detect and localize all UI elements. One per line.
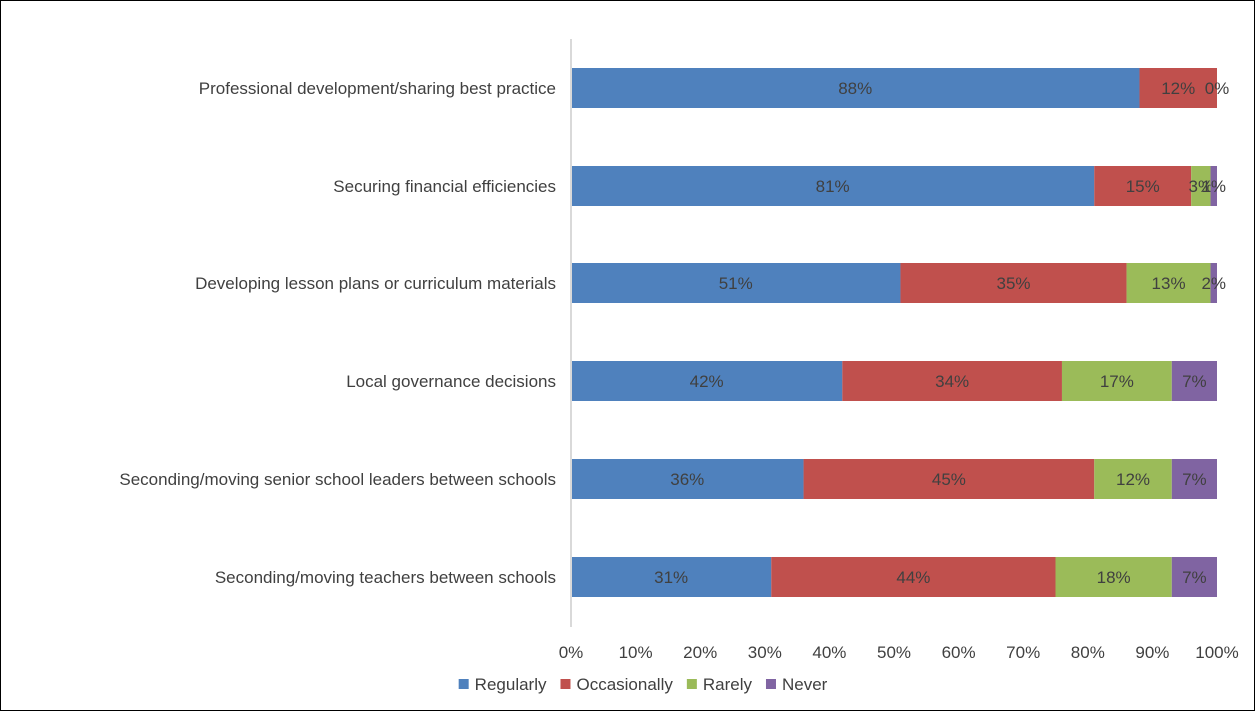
bar-regularly-0 [571, 68, 1140, 108]
bar-never-4 [1171, 459, 1217, 499]
x-tick-label-5: 50% [877, 643, 911, 662]
data-label-regularly-0: 88% [838, 79, 872, 98]
bar-regularly-3 [571, 361, 843, 401]
bar-occasionally-2 [900, 263, 1127, 303]
bar-never-5 [1171, 557, 1217, 597]
data-label-rarely-4: 12% [1116, 470, 1150, 489]
data-label-occasionally-2: 35% [996, 274, 1030, 293]
bar-occasionally-4 [803, 459, 1095, 499]
x-tick-label-6: 60% [942, 643, 976, 662]
bar-rarely-3 [1061, 361, 1172, 401]
bar-regularly-2 [571, 263, 901, 303]
bar-occasionally-0 [1139, 68, 1217, 108]
x-tick-label-7: 70% [1006, 643, 1040, 662]
category-label-2: Developing lesson plans or curriculum ma… [195, 274, 556, 293]
category-labels: Professional development/sharing best pr… [119, 79, 556, 587]
legend-swatch-regularly [458, 679, 469, 689]
bar-never-1 [1210, 166, 1217, 206]
data-label-rarely-1: 3% [1189, 177, 1214, 196]
x-tick-label-8: 80% [1071, 643, 1105, 662]
legend: Regularly Occasionally Rarely Never [458, 675, 828, 694]
data-label-regularly-2: 51% [719, 274, 753, 293]
data-label-rarely-5: 18% [1097, 568, 1131, 587]
bar-regularly-1 [571, 166, 1095, 206]
legend-label-regularly: Regularly [475, 675, 547, 694]
bar-rarely-5 [1055, 557, 1172, 597]
x-tick-label-10: 100% [1195, 643, 1238, 662]
data-label-rarely-3: 17% [1100, 372, 1134, 391]
data-label-occasionally-0: 12% [1161, 79, 1195, 98]
data-label-occasionally-1: 15% [1126, 177, 1160, 196]
bar-occasionally-1 [1094, 166, 1192, 206]
legend-swatch-rarely [686, 679, 697, 689]
data-label-occasionally-5: 44% [896, 568, 930, 587]
data-label-never-1: 1% [1201, 177, 1226, 196]
x-tick-label-1: 10% [619, 643, 653, 662]
bar-never-2 [1210, 263, 1217, 303]
bar-occasionally-5 [771, 557, 1056, 597]
bar-never-3 [1171, 361, 1217, 401]
data-label-occasionally-3: 34% [935, 372, 969, 391]
legend-label-rarely: Rarely [703, 675, 753, 694]
data-label-never-2: 2% [1201, 274, 1226, 293]
data-label-regularly-5: 31% [654, 568, 688, 587]
category-label-1: Securing financial efficiencies [333, 177, 556, 196]
category-label-4: Seconding/moving senior school leaders b… [119, 470, 556, 489]
x-axis-tick-labels: 0% 10% 20% 30% 40% 50% 60% 70% 80% 90% 100% [559, 643, 1239, 662]
data-label-regularly-1: 81% [816, 177, 850, 196]
data-label-occasionally-4: 45% [932, 470, 966, 489]
bar-regularly-5 [571, 557, 772, 597]
plot-area: 88% 12% 0% 81% 15% 3%1% 51% 35% 13% 2% 42% 34% 17% 7%… [570, 39, 1230, 627]
category-label-5: Seconding/moving teachers between school… [215, 568, 556, 587]
x-tick-label-9: 90% [1135, 643, 1169, 662]
bar-regularly-4 [571, 459, 804, 499]
legend-swatch-never [765, 679, 776, 689]
legend-label-never: Never [782, 675, 828, 694]
data-label-never-0: 0% [1205, 79, 1230, 98]
data-label-regularly-3: 42% [690, 372, 724, 391]
category-label-0: Professional development/sharing best pr… [199, 79, 556, 98]
data-label-regularly-4: 36% [670, 470, 704, 489]
bar-rarely-1 [1191, 166, 1211, 206]
data-label-never-4: 7% [1182, 470, 1207, 489]
x-tick-label-3: 30% [748, 643, 782, 662]
legend-swatch-occasionally [560, 679, 571, 689]
data-label-never-5: 7% [1182, 568, 1207, 587]
bar-rarely-4 [1094, 459, 1172, 499]
category-label-3: Local governance decisions [346, 372, 556, 391]
legend-label-occasionally: Occasionally [576, 675, 673, 694]
bar-occasionally-3 [842, 361, 1062, 401]
data-label-never-3: 7% [1182, 372, 1207, 391]
data-label-rarely-2: 13% [1152, 274, 1186, 293]
bar-rarely-2 [1126, 263, 1211, 303]
x-tick-label-0: 0% [559, 643, 584, 662]
x-tick-label-4: 40% [812, 643, 846, 662]
x-tick-label-2: 20% [683, 643, 717, 662]
